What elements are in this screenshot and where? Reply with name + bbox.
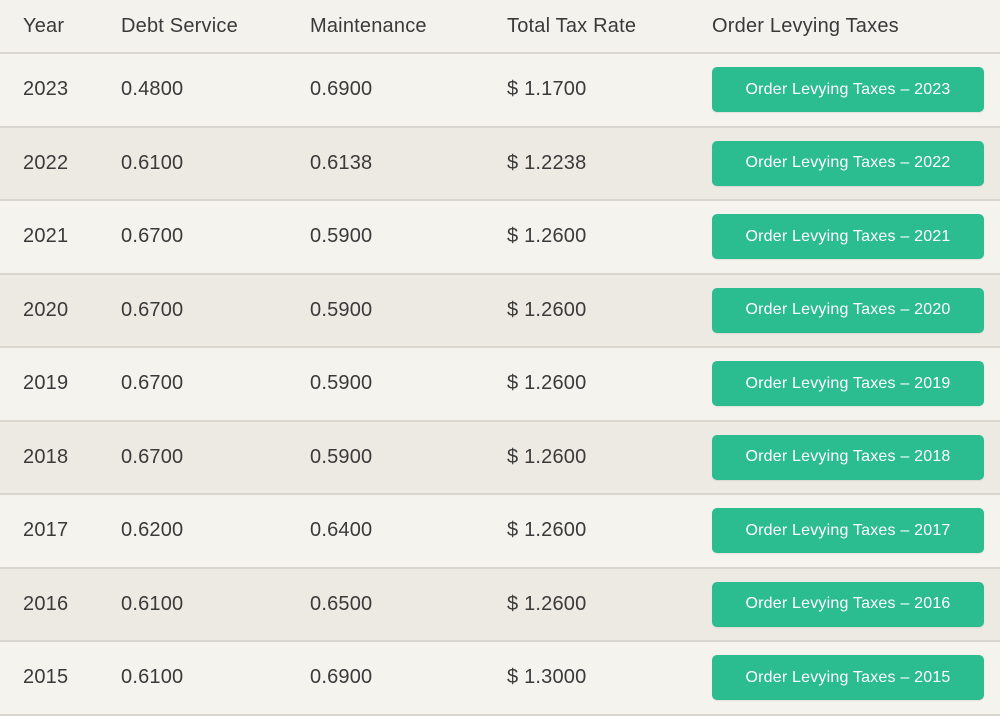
order-levying-taxes-button[interactable]: Order Levying Taxes – 2016 <box>712 581 984 627</box>
maintenance-cell: 0.6400 <box>310 519 373 542</box>
debt-service-cell: 0.6100 <box>121 592 184 615</box>
order-levying-taxes-button[interactable]: Order Levying Taxes – 2017 <box>712 508 984 554</box>
total-tax-rate-cell: $ 1.2600 <box>507 592 587 615</box>
maintenance-cell: 0.6500 <box>310 592 373 615</box>
maintenance-cell: 0.6900 <box>310 78 373 101</box>
debt-service-cell: 0.6700 <box>121 298 184 321</box>
year-cell: 2016 <box>23 592 69 615</box>
maintenance-cell: 0.5900 <box>310 372 373 395</box>
debt-service-cell: 0.6200 <box>121 519 184 542</box>
debt-service-cell: 0.6100 <box>121 666 184 689</box>
debt-service-cell: 0.6100 <box>121 151 184 174</box>
column-header-maintenance: Maintenance <box>310 14 427 37</box>
column-header-total-tax-rate: Total Tax Rate <box>507 14 637 37</box>
total-tax-rate-cell: $ 1.2600 <box>507 372 587 395</box>
total-tax-rate-cell: $ 1.2600 <box>507 519 587 542</box>
debt-service-cell: 0.6700 <box>121 445 184 468</box>
column-header-debt-service: Debt Service <box>121 14 238 37</box>
order-levying-taxes-button[interactable]: Order Levying Taxes – 2015 <box>712 655 984 701</box>
order-levying-taxes-button[interactable]: Order Levying Taxes – 2020 <box>712 287 984 333</box>
order-levying-taxes-button[interactable]: Order Levying Taxes – 2019 <box>712 361 984 407</box>
debt-service-cell: 0.6700 <box>121 372 184 395</box>
maintenance-cell: 0.5900 <box>310 225 373 248</box>
table-header-row: Year Debt Service Maintenance Total Tax … <box>0 0 1000 52</box>
table-row: 2021 0.6700 0.5900 $ 1.2600 Order Levyin… <box>0 199 1000 273</box>
order-levying-taxes-button[interactable]: Order Levying Taxes – 2023 <box>712 67 984 113</box>
total-tax-rate-cell: $ 1.2600 <box>507 445 587 468</box>
order-levying-taxes-button[interactable]: Order Levying Taxes – 2018 <box>712 434 984 480</box>
total-tax-rate-cell: $ 1.2238 <box>507 151 587 174</box>
total-tax-rate-cell: $ 1.2600 <box>507 298 587 321</box>
order-levying-taxes-button[interactable]: Order Levying Taxes – 2021 <box>712 214 984 260</box>
year-cell: 2018 <box>23 445 69 468</box>
maintenance-cell: 0.5900 <box>310 298 373 321</box>
maintenance-cell: 0.6138 <box>310 151 373 174</box>
order-levying-taxes-button[interactable]: Order Levying Taxes – 2022 <box>712 140 984 186</box>
year-cell: 2023 <box>23 78 69 101</box>
maintenance-cell: 0.5900 <box>310 445 373 468</box>
year-cell: 2020 <box>23 298 69 321</box>
total-tax-rate-cell: $ 1.2600 <box>507 225 587 248</box>
year-cell: 2015 <box>23 666 69 689</box>
debt-service-cell: 0.4800 <box>121 78 184 101</box>
total-tax-rate-cell: $ 1.1700 <box>507 78 587 101</box>
table-row: 2022 0.6100 0.6138 $ 1.2238 Order Levyin… <box>0 125 1000 199</box>
table-row: 2016 0.6100 0.6500 $ 1.2600 Order Levyin… <box>0 566 1000 640</box>
table-row: 2023 0.4800 0.6900 $ 1.1700 Order Levyin… <box>0 52 1000 126</box>
table-row: 2018 0.6700 0.5900 $ 1.2600 Order Levyin… <box>0 419 1000 493</box>
table-row: 2015 0.6100 0.6900 $ 1.3000 Order Levyin… <box>0 640 1000 714</box>
table-row: 2017 0.6200 0.6400 $ 1.2600 Order Levyin… <box>0 493 1000 567</box>
debt-service-cell: 0.6700 <box>121 225 184 248</box>
column-header-year: Year <box>23 14 65 37</box>
year-cell: 2021 <box>23 225 69 248</box>
total-tax-rate-cell: $ 1.3000 <box>507 666 587 689</box>
table-row: 2019 0.6700 0.5900 $ 1.2600 Order Levyin… <box>0 346 1000 420</box>
year-cell: 2022 <box>23 151 69 174</box>
table-row: 2020 0.6700 0.5900 $ 1.2600 Order Levyin… <box>0 272 1000 346</box>
column-header-order-levying-taxes: Order Levying Taxes <box>712 14 899 37</box>
year-cell: 2019 <box>23 372 69 395</box>
maintenance-cell: 0.6900 <box>310 666 373 689</box>
year-cell: 2017 <box>23 519 69 542</box>
table-body: 2023 0.4800 0.6900 $ 1.1700 Order Levyin… <box>0 52 1000 714</box>
